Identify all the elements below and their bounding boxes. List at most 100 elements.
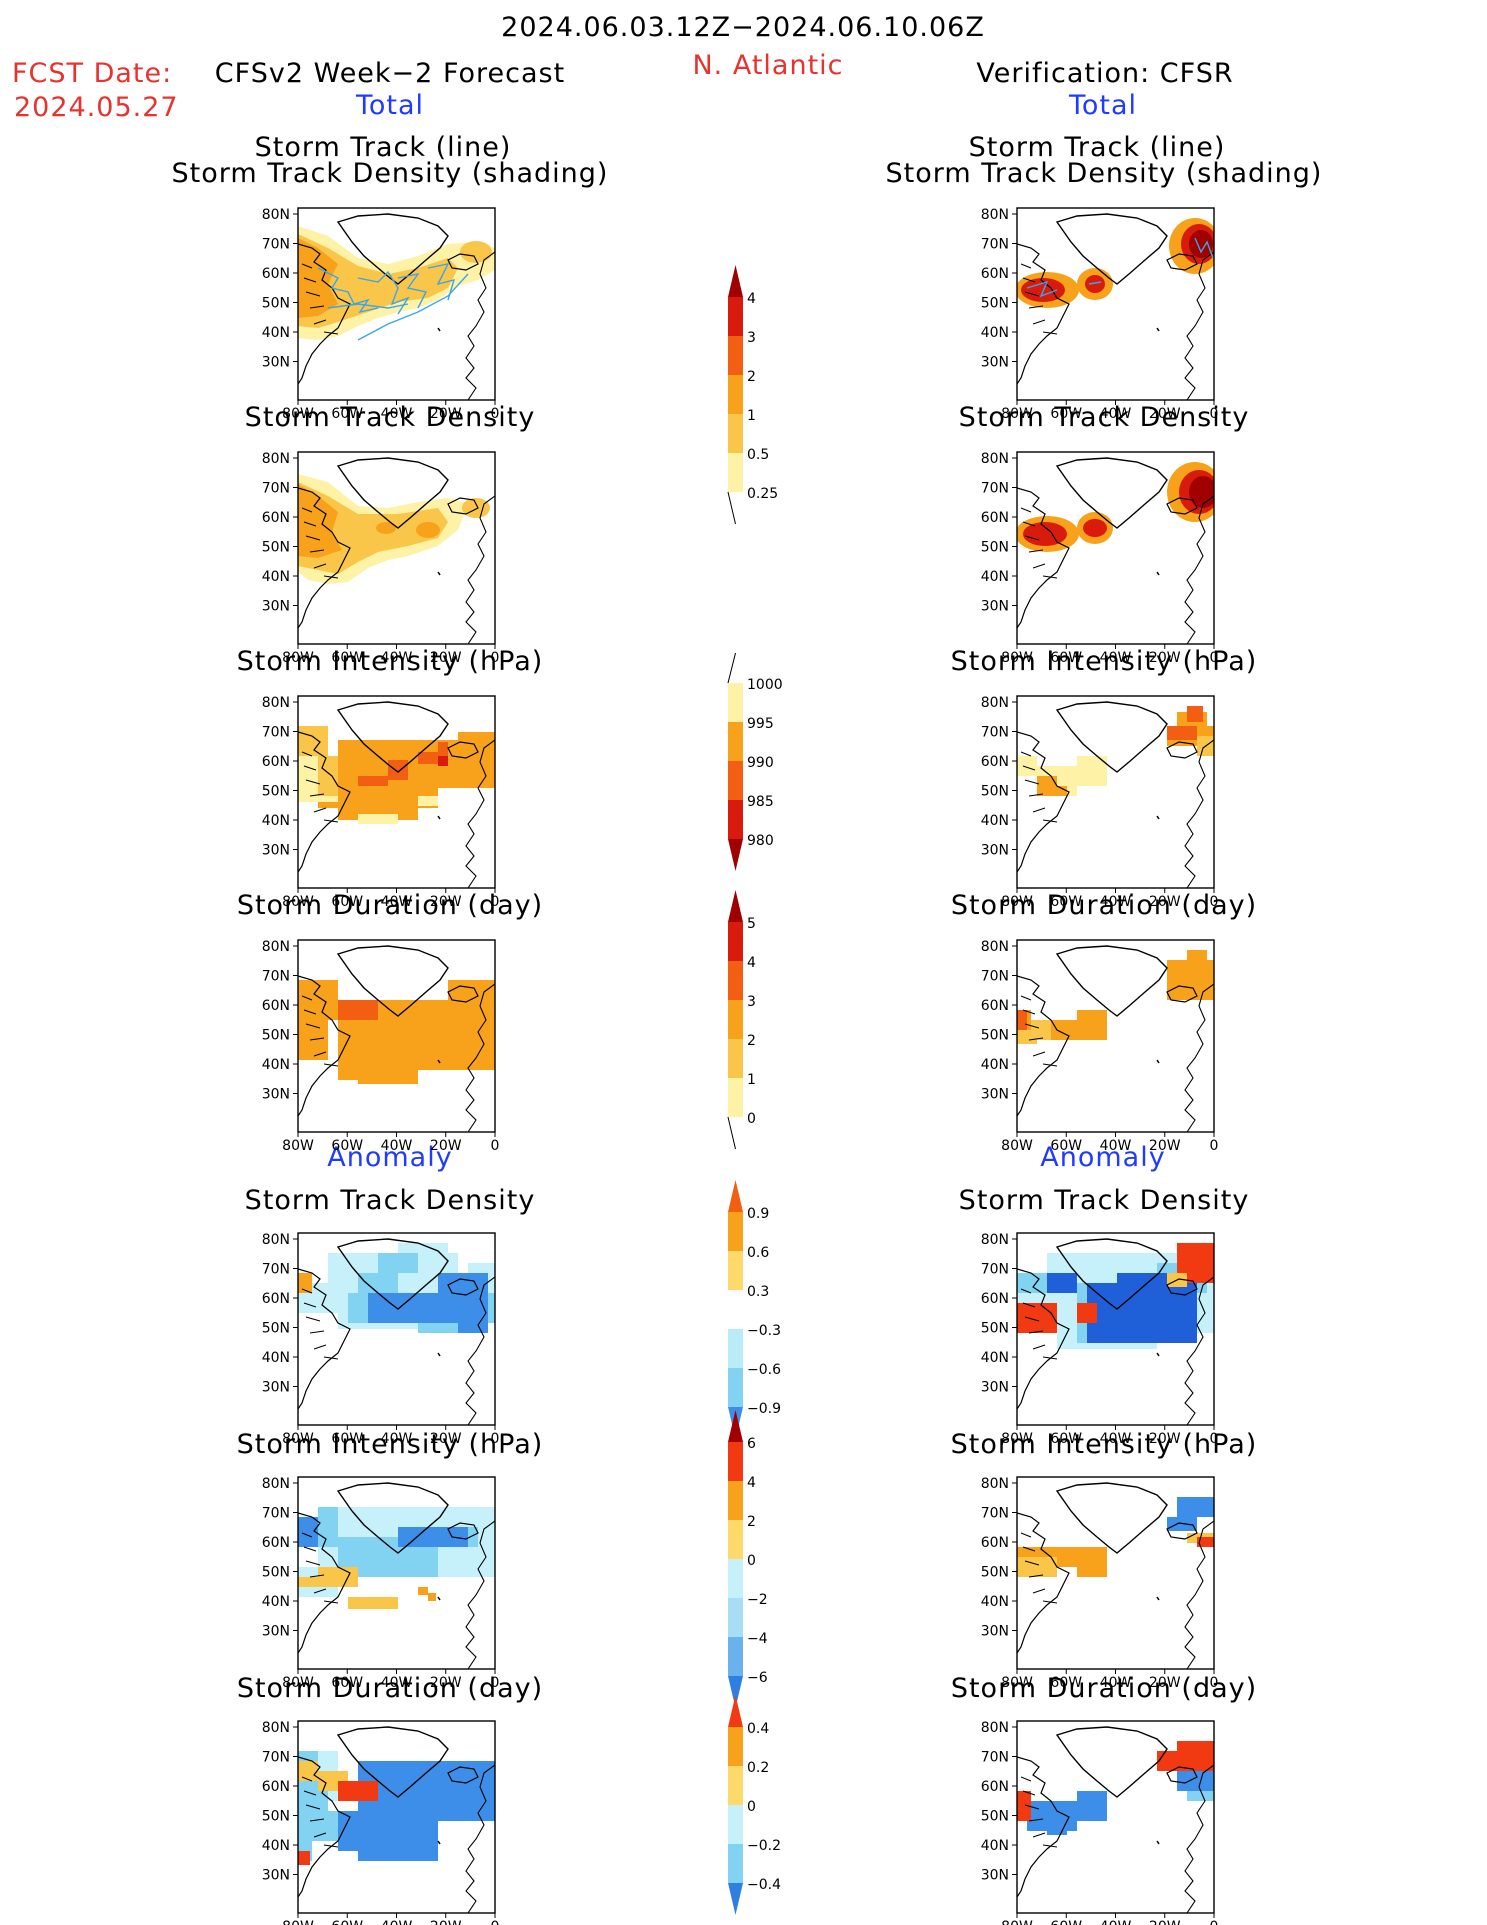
fc-track-area [298, 234, 458, 328]
fc-density-iceland-coast [447, 497, 479, 515]
colorbar-density: 4 3 2 1 0.5 0.25 [727, 265, 778, 525]
colorbar-duration: 5 4 3 2 1 0 [727, 890, 756, 1150]
fc-density-anom-cell [298, 1273, 312, 1293]
fc-duration-lon-label: 80W [282, 1138, 314, 1154]
fcst-date-label: FCST Date: [12, 58, 173, 89]
fc-intensity-anom-lat-label: 70N [262, 1506, 290, 1522]
colorbar-segment [728, 722, 743, 761]
vf-density-lon-label: 0 [1210, 650, 1219, 666]
vf-duration-lon-label: 0 [1210, 1138, 1219, 1154]
fc-duration-anom-lat-label: 70N [262, 1750, 290, 1766]
vf-density-lat-label: 50N [981, 540, 1009, 556]
fc-duration-lon-label: 20W [430, 1138, 462, 1154]
vf-duration-azores [1156, 1059, 1160, 1064]
vf-duration-anom-cell [1157, 1751, 1187, 1771]
fc-track-lat-label: 50N [262, 296, 290, 312]
vf-density-iceland-coast [1166, 497, 1198, 515]
vf-duration-cell [1017, 1010, 1027, 1030]
colorbar-arrow-top [728, 890, 743, 922]
fc-density-europe-coast [465, 495, 495, 644]
vf-duration-anom-lat-label: 70N [981, 1750, 1009, 1766]
vf-intensity-lon-label: 60W [1050, 894, 1082, 910]
fc-density-northamerica-coast [298, 487, 351, 629]
vf-duration-anom-lat-label: 60N [981, 1779, 1009, 1795]
fc-intensity-lon-label: 20W [430, 894, 462, 910]
vf-density-anom-lon-label: 80W [1001, 1431, 1033, 1447]
vf-duration-anom-iceland-coast [1166, 1766, 1198, 1784]
fc-duration-anom-lon-label: 60W [331, 1919, 363, 1925]
fc-density-lat-label: 70N [262, 481, 290, 497]
fc-density-lon-label: 0 [491, 650, 500, 666]
title-track-shading-left: Storm Track Density (shading) [171, 158, 609, 189]
fc-density-anom-lat-label: 50N [262, 1321, 290, 1337]
vf-duration-anom-europe-coast [1184, 1764, 1214, 1913]
title-duration-anom-right: Storm Duration (day) [950, 1673, 1258, 1704]
fc-duration-anom-cell [298, 1761, 318, 1781]
fc-duration: 80N 70N 60N 50N 40N 30N 80W 60W 40W 20W 0 [262, 939, 500, 1154]
vf-density-anom-lat-label: 80N [981, 1232, 1009, 1248]
vf-intensity-lat-label: 40N [981, 813, 1009, 829]
vf-duration-anom-lon-label: 60W [1050, 1919, 1082, 1925]
fc-track-track-line [397, 272, 428, 309]
vf-density-lat-label: 30N [981, 599, 1009, 615]
fc-track-lon-label: 60W [331, 406, 363, 422]
colorbar-label: 0 [747, 1553, 756, 1569]
vf-track-islands [1020, 263, 1058, 335]
vf-duration-anom-cell [1187, 1791, 1214, 1801]
vf-density-anom-greenland-coast [1055, 1238, 1168, 1310]
vf-duration-anom-lon-label: 40W [1100, 1919, 1132, 1925]
fc-duration-lon-label: 40W [381, 1138, 413, 1154]
title-track-line-right: Storm Track (line) [968, 132, 1226, 163]
fc-duration-lon-label: 60W [331, 1138, 363, 1154]
fc-intensity-lat-label: 70N [262, 725, 290, 741]
vf-duration-lon-label: 20W [1149, 1138, 1181, 1154]
vf-density-lon-label: 80W [1001, 650, 1033, 666]
fc-density-anom-lon-label: 20W [430, 1431, 462, 1447]
vf-density-anom-lat-label: 40N [981, 1350, 1009, 1366]
colorbar-label: 1000 [747, 677, 783, 693]
vf-duration-lat-label: 30N [981, 1087, 1009, 1103]
vf-intensity-anom-cell [1077, 1547, 1107, 1577]
fc-duration-anom-cell [338, 1811, 378, 1851]
fc-density-anom-lat-label: 60N [262, 1291, 290, 1307]
fc-intensity-cell [438, 756, 448, 766]
colorbar-arrow-top [728, 1695, 743, 1727]
fc-duration-greenland-coast [336, 945, 449, 1017]
vf-duration-greenland-coast [1055, 945, 1168, 1017]
fc-duration-anom-azores [437, 1840, 441, 1845]
fc-intensity-anom-cell [428, 1593, 436, 1601]
colorbar-label: 4 [747, 291, 756, 307]
fc-duration-anom-cell [338, 1781, 378, 1801]
fc-intensity-cell [358, 814, 398, 824]
vf-duration-lat-label: 50N [981, 1028, 1009, 1044]
fc-density-blob [376, 522, 396, 534]
fc-track-europe-coast [465, 251, 495, 400]
vf-intensity-cell [1057, 786, 1067, 796]
vf-density-anom-cell [1017, 1303, 1057, 1333]
vf-duration-anom-islands [1020, 1776, 1058, 1848]
vf-duration-anom-greenland-coast [1055, 1726, 1168, 1798]
title-density-right: Storm Track Density [958, 402, 1250, 433]
vf-density-lat-label: 70N [981, 481, 1009, 497]
vf-duration-lat-label: 70N [981, 969, 1009, 985]
colorbar-label: 2 [747, 1033, 756, 1049]
fc-density-anom-lat-label: 40N [262, 1350, 290, 1366]
fc-track-track-line [427, 263, 456, 301]
vf-intensity-anom-lat-label: 60N [981, 1535, 1009, 1551]
vf-density: 80N 70N 60N 50N 40N 30N 80W 60W 40W 20W 0 [981, 451, 1219, 666]
vf-duration-anom-lat-label: 50N [981, 1809, 1009, 1825]
vf-track-blob [1189, 230, 1213, 258]
title-track-shading-right: Storm Track Density (shading) [885, 158, 1323, 189]
vf-track-lat-label: 70N [981, 237, 1009, 253]
vf-duration-islands [1020, 995, 1058, 1067]
colorbar-segment [728, 1805, 743, 1844]
colorbar-segment [728, 1481, 743, 1520]
vf-intensity-anom-cell [1197, 1537, 1214, 1547]
colorbar-label: 0.4 [747, 1721, 769, 1737]
vf-duration-lon-label: 40W [1100, 1138, 1132, 1154]
colorbar-label: 3 [747, 330, 756, 346]
fc-intensity-cell [358, 776, 388, 786]
vf-density-anom-lon-label: 40W [1100, 1431, 1132, 1447]
vf-track-europe-coast [1184, 251, 1214, 400]
fc-density-anom-islands [301, 1288, 339, 1360]
